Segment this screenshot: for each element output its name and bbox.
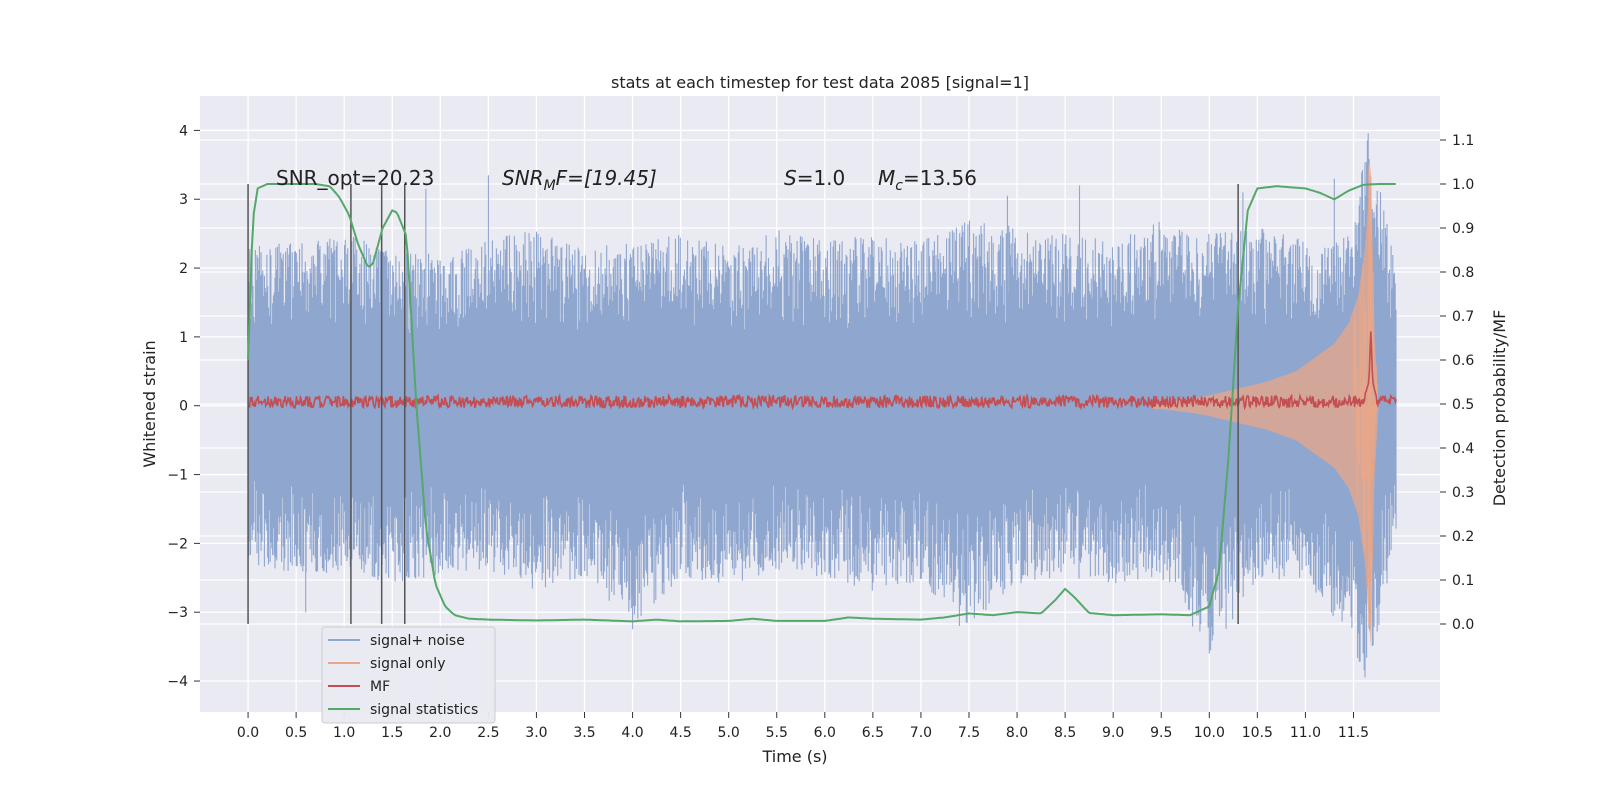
right-y-axis-title: Detection probability/MF bbox=[1490, 310, 1509, 507]
y-tick-label: 1 bbox=[179, 330, 188, 346]
x-tick-label: 2.5 bbox=[477, 725, 499, 741]
vertical-markers bbox=[247, 184, 1239, 624]
right-y-tick-label: 1.0 bbox=[1452, 177, 1474, 193]
y-axis-ticks: −4 −3 −2 −1 0 1 2 3 4 bbox=[167, 123, 200, 690]
y-tick-label: 2 bbox=[179, 261, 188, 277]
mf-series bbox=[247, 331, 1397, 411]
right-y-tick-label: 0.9 bbox=[1452, 221, 1474, 237]
y-tick-label: 4 bbox=[179, 123, 188, 139]
y-axis-title: Whitened strain bbox=[140, 340, 159, 467]
y-tick-label: −1 bbox=[167, 468, 188, 484]
x-tick-label: 1.5 bbox=[381, 725, 403, 741]
x-tick-label: 4.5 bbox=[669, 725, 691, 741]
x-tick-label: 4.0 bbox=[621, 725, 643, 741]
x-tick-label: 6.0 bbox=[814, 725, 836, 741]
x-tick-label: 11.5 bbox=[1338, 725, 1369, 741]
right-y-tick-label: 0.7 bbox=[1452, 309, 1474, 325]
annotation-s-rest: =1.0 bbox=[797, 166, 846, 190]
right-y-tick-label: 0.4 bbox=[1452, 441, 1474, 457]
annotation-mc: Mc=13.56 bbox=[878, 166, 977, 194]
annotation-snr-mf-sub: M bbox=[544, 178, 556, 194]
right-y-tick-label: 0.1 bbox=[1452, 573, 1474, 589]
legend-label-mf: MF bbox=[370, 679, 390, 695]
x-tick-label: 2.0 bbox=[429, 725, 451, 741]
annotation-mc-label: M bbox=[878, 166, 895, 190]
x-axis-ticks: 0.0 0.5 1.0 1.5 2.0 2.5 3.0 3.5 4.0 4.5 5.0 5.5 6.0 6… bbox=[237, 712, 1369, 741]
x-tick-label: 3.5 bbox=[573, 725, 595, 741]
x-tick-label: 9.0 bbox=[1102, 725, 1124, 741]
right-y-tick-label: 0.8 bbox=[1452, 265, 1474, 281]
right-y-axis-ticks: 0.0 0.1 0.2 0.3 0.4 0.5 0.6 0.7 0.8 0.9 1.0 1.1 bbox=[1440, 133, 1474, 633]
annotation-snr-mf: SNRMF=[19.45] bbox=[502, 166, 657, 194]
y-tick-label: 3 bbox=[179, 192, 188, 208]
x-axis-title: Time (s) bbox=[761, 747, 827, 766]
x-tick-label: 5.0 bbox=[718, 725, 740, 741]
x-tick-label: 3.0 bbox=[525, 725, 547, 741]
right-y-tick-label: 0.2 bbox=[1452, 529, 1474, 545]
annotation-mc-rest: =13.56 bbox=[903, 166, 977, 190]
x-tick-label: 1.0 bbox=[333, 725, 355, 741]
annotation-s-label: S bbox=[784, 166, 797, 190]
x-tick-label: 10.5 bbox=[1242, 725, 1273, 741]
legend: signal+ noise signal only MF signal stat… bbox=[321, 626, 496, 724]
legend-label-signal-only: signal only bbox=[370, 656, 445, 672]
right-y-tick-label: 0.0 bbox=[1452, 617, 1474, 633]
x-tick-label: 8.0 bbox=[1006, 725, 1028, 741]
x-tick-label: 11.0 bbox=[1290, 725, 1321, 741]
legend-label-signal-noise: signal+ noise bbox=[370, 633, 465, 649]
y-tick-label: −4 bbox=[167, 674, 188, 690]
chart-title: stats at each timestep for test data 208… bbox=[611, 73, 1029, 92]
right-y-tick-label: 0.3 bbox=[1452, 485, 1474, 501]
right-y-tick-label: 1.1 bbox=[1452, 133, 1474, 149]
y-tick-label: 0 bbox=[179, 399, 188, 415]
x-tick-label: 9.5 bbox=[1150, 725, 1172, 741]
legend-box bbox=[321, 626, 496, 724]
mf-line bbox=[247, 331, 1397, 411]
right-y-tick-label: 0.6 bbox=[1452, 353, 1474, 369]
x-tick-label: 8.5 bbox=[1054, 725, 1076, 741]
annotation-snr-opt: SNR_opt=20.23 bbox=[276, 166, 434, 190]
x-tick-label: 0.0 bbox=[237, 725, 259, 741]
annotation-snr-mf-rest: F=[19.45] bbox=[556, 166, 657, 190]
signal-statistics-line bbox=[247, 183, 1396, 623]
annotation-snr-mf-label: SNR bbox=[502, 166, 544, 190]
x-tick-label: 7.5 bbox=[958, 725, 980, 741]
signal-only-area bbox=[1151, 164, 1379, 647]
y-tick-label: −2 bbox=[167, 536, 188, 552]
x-tick-label: 0.5 bbox=[285, 725, 307, 741]
x-tick-label: 5.5 bbox=[766, 725, 788, 741]
signal-statistics-series bbox=[247, 183, 1396, 623]
x-tick-label: 6.5 bbox=[862, 725, 884, 741]
right-y-tick-label: 0.5 bbox=[1452, 397, 1474, 413]
annotation-s: S=1.0 bbox=[784, 166, 845, 190]
y-tick-label: −3 bbox=[167, 605, 188, 621]
x-tick-label: 10.0 bbox=[1194, 725, 1225, 741]
annotation-mc-sub: c bbox=[895, 178, 903, 194]
x-tick-label: 7.0 bbox=[910, 725, 932, 741]
legend-label-signal-statistics: signal statistics bbox=[370, 702, 478, 718]
